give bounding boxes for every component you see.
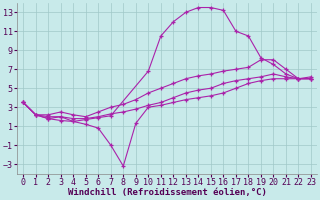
X-axis label: Windchill (Refroidissement éolien,°C): Windchill (Refroidissement éolien,°C) — [68, 188, 267, 197]
